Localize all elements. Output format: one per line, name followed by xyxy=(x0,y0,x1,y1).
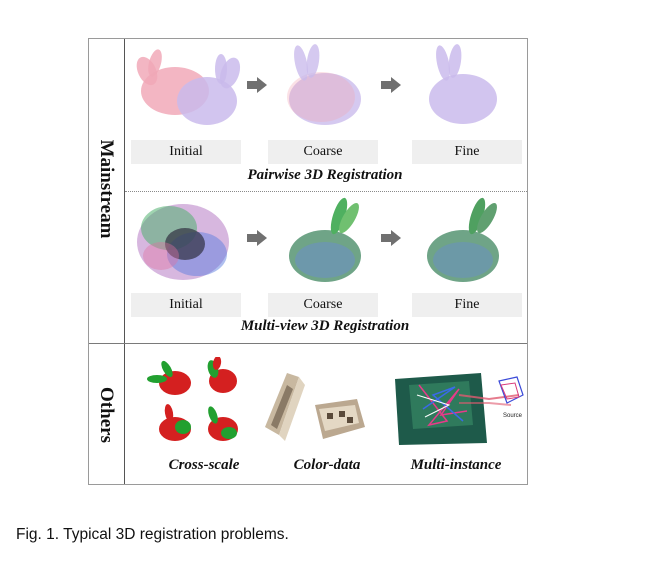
multiview-initial-cloud xyxy=(137,204,229,280)
figure-panel: Mainstream Others xyxy=(88,38,528,485)
others-label-color-data: Color-data xyxy=(293,457,361,473)
pairwise-stage-initial: Initial xyxy=(131,140,241,164)
pairwise-stage-coarse: Coarse xyxy=(268,140,378,164)
pairwise-title: Pairwise 3D Registration xyxy=(247,167,403,183)
others-label-cross-scale: Cross-scale xyxy=(168,457,240,473)
multi-instance-source-model xyxy=(498,376,524,404)
multi-instance-scene xyxy=(395,373,520,445)
multiview-title: Multi-view 3D Registration xyxy=(240,318,410,334)
multiview-stage-initial: Initial xyxy=(131,293,241,317)
pairwise-illustration xyxy=(136,44,497,125)
pairwise-coarse-bunny xyxy=(287,44,361,125)
multiview-illustration xyxy=(137,197,499,282)
side-label-column: Mainstream Others xyxy=(89,39,125,484)
pairwise-initial-bunnies xyxy=(136,49,241,125)
cross-scale-bunny xyxy=(208,406,238,441)
side-label-others: Others xyxy=(96,387,117,443)
side-label-mainstream: Mainstream xyxy=(96,139,117,239)
color-data-scan-a xyxy=(265,373,305,441)
multiview-coarse-bunny xyxy=(289,197,361,282)
multi-instance-illustration: Source xyxy=(395,373,524,445)
dotted-divider xyxy=(125,191,527,192)
arrow-icon xyxy=(381,77,401,93)
arrow-icon xyxy=(247,77,267,93)
cross-scale-bunny xyxy=(207,357,237,393)
cross-scale-illustration xyxy=(147,357,238,441)
cross-scale-bunny xyxy=(147,360,191,395)
source-label: Source xyxy=(503,413,523,419)
multiview-stage-coarse: Coarse xyxy=(268,293,378,317)
others-label-multi-instance: Multi-instance xyxy=(410,457,502,473)
figure-caption: Fig. 1. Typical 3D registration problems… xyxy=(16,526,289,543)
pairwise-fine-bunny xyxy=(429,44,497,124)
color-data-scan-b xyxy=(315,399,365,439)
arrow-icon xyxy=(247,230,267,246)
multiview-stage-fine: Fine xyxy=(412,293,522,317)
pairwise-stage-fine: Fine xyxy=(412,140,522,164)
multiview-fine-bunny xyxy=(427,197,499,282)
section-divider xyxy=(89,343,527,344)
color-data-illustration xyxy=(265,373,365,441)
arrow-icon xyxy=(381,230,401,246)
cross-scale-bunny xyxy=(159,404,191,441)
